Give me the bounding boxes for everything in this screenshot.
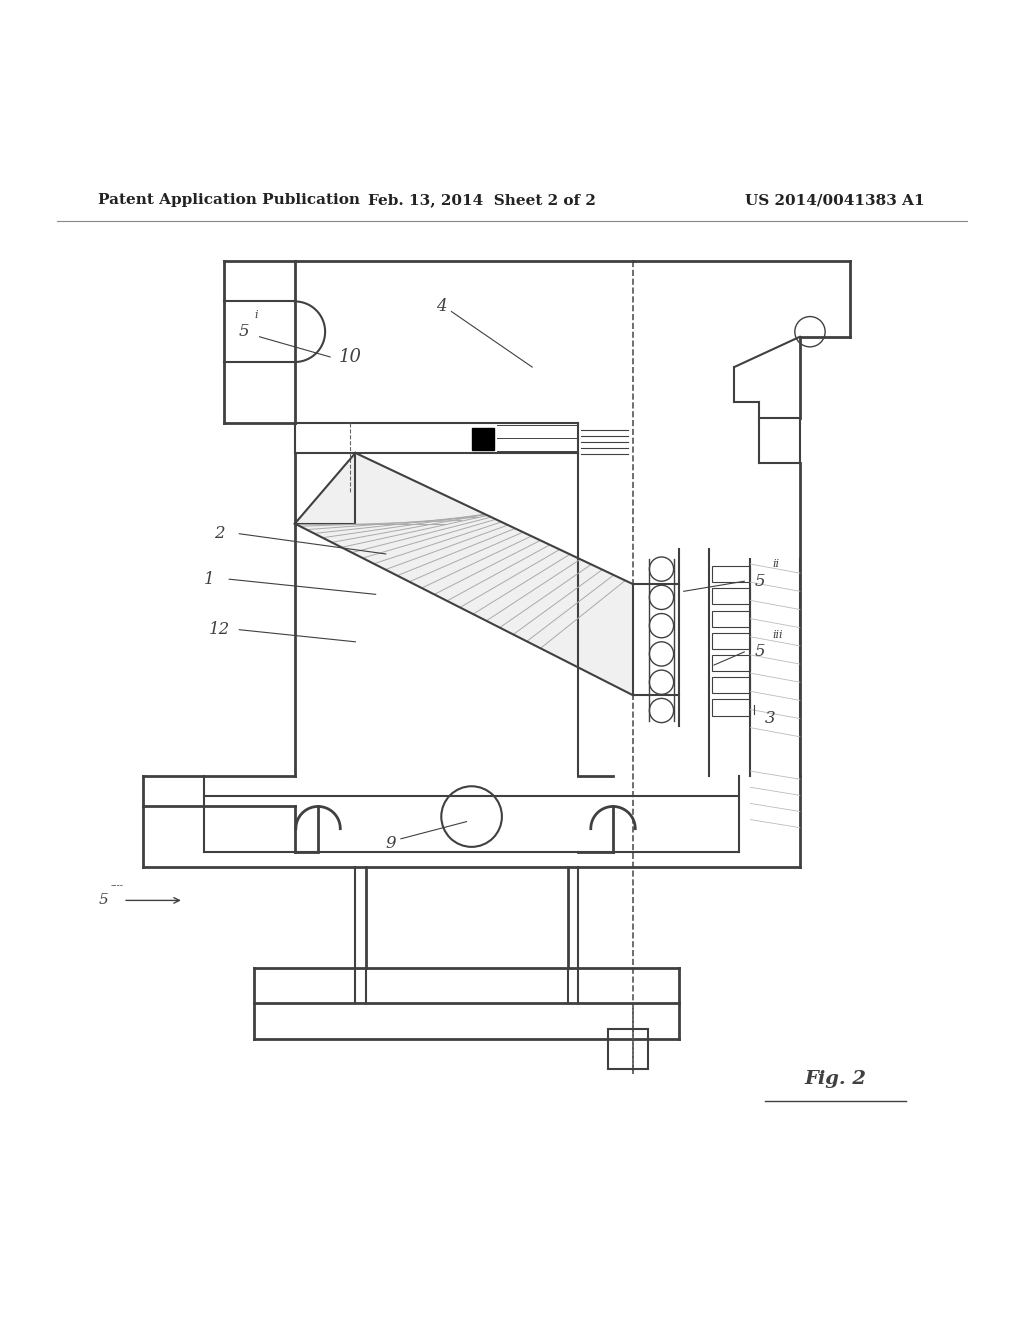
Text: 3: 3 [765, 710, 775, 727]
Bar [608, 1028, 648, 1069]
Text: 9: 9 [385, 836, 396, 853]
Text: 5: 5 [239, 323, 250, 341]
Bar [712, 677, 751, 693]
Text: 5: 5 [98, 894, 108, 907]
Text: Patent Application Publication: Patent Application Publication [98, 194, 359, 207]
Text: i: i [254, 310, 258, 319]
Bar [712, 632, 751, 649]
Text: 12: 12 [209, 622, 229, 638]
Text: iii: iii [773, 630, 783, 640]
Bar [712, 589, 751, 605]
Bar [712, 700, 751, 715]
Text: US 2014/0041383 A1: US 2014/0041383 A1 [745, 194, 925, 207]
Text: 2: 2 [214, 525, 224, 543]
Text: 10: 10 [339, 348, 361, 366]
Text: 5: 5 [755, 573, 765, 590]
Text: ----: ---- [111, 882, 124, 890]
Text: 5: 5 [755, 643, 765, 660]
Bar [712, 566, 751, 582]
Text: 1: 1 [204, 570, 214, 587]
Bar [712, 611, 751, 627]
Text: ii: ii [773, 560, 779, 569]
Polygon shape [295, 453, 633, 696]
Text: 4: 4 [436, 298, 446, 315]
Bar [472, 428, 494, 450]
Bar [712, 655, 751, 671]
Text: Feb. 13, 2014  Sheet 2 of 2: Feb. 13, 2014 Sheet 2 of 2 [368, 194, 596, 207]
Text: Fig. 2: Fig. 2 [804, 1071, 866, 1088]
